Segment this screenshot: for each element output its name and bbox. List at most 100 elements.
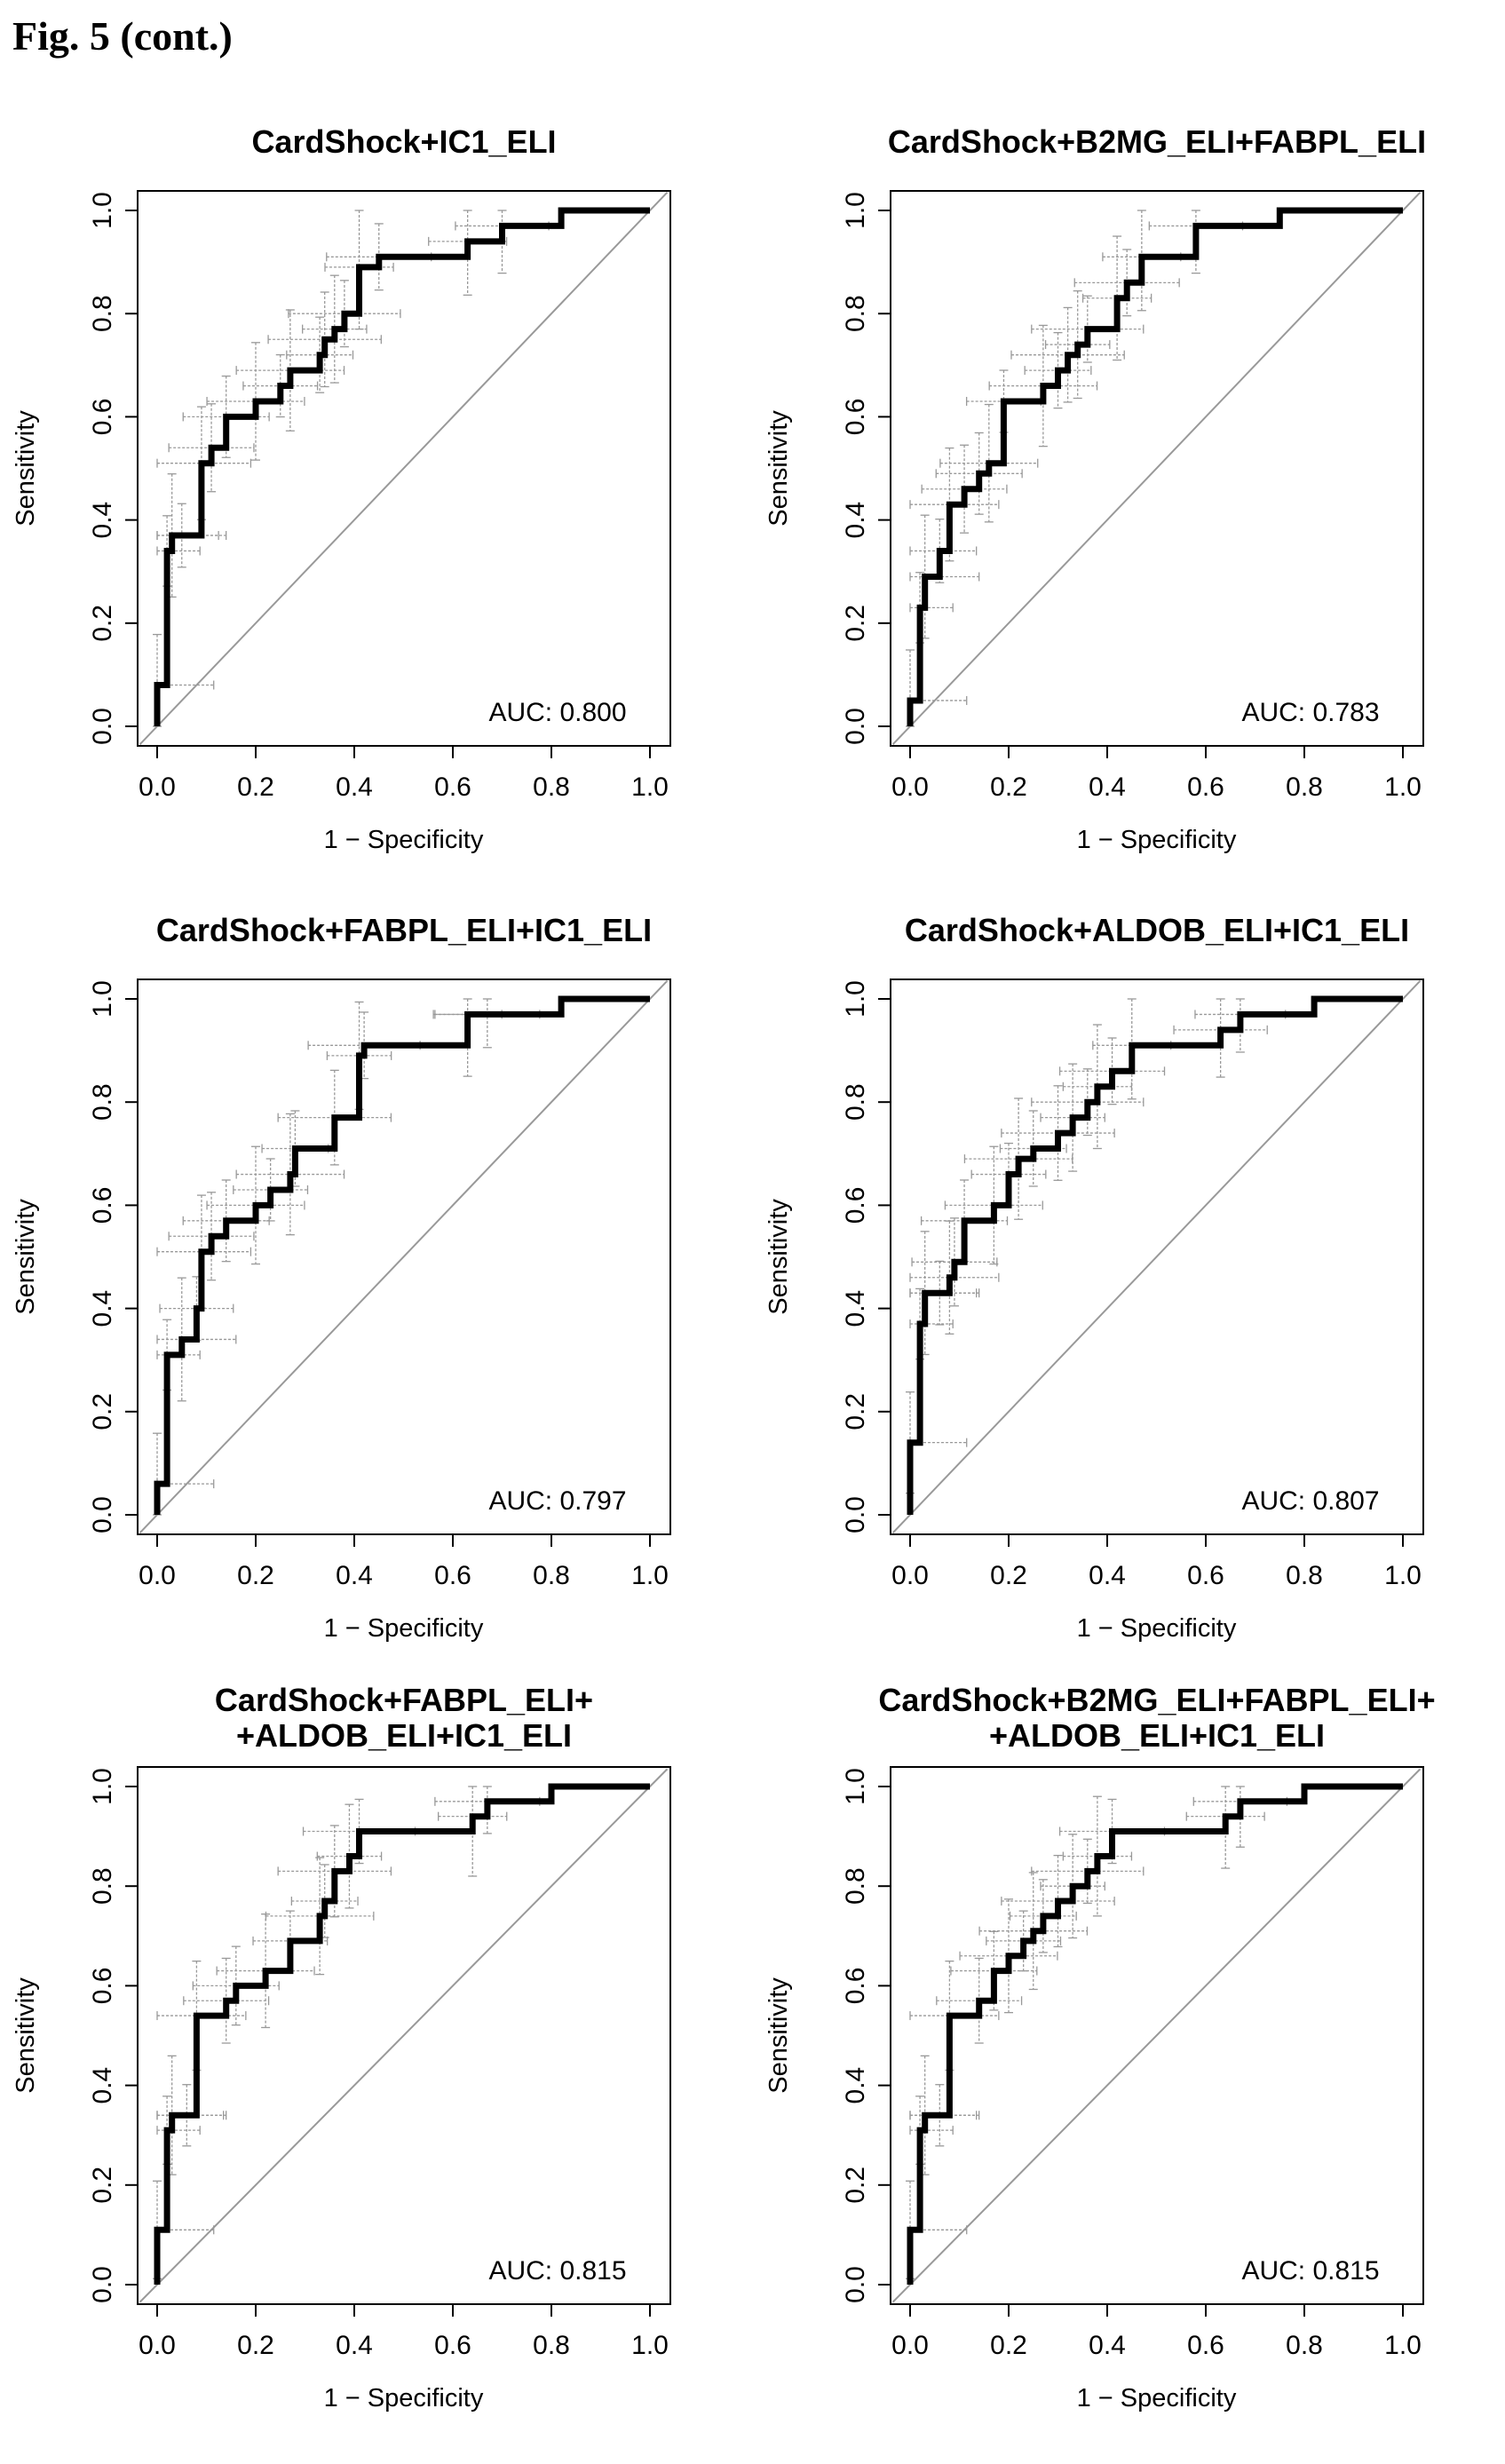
y-tick-label: 1.0	[841, 1768, 870, 1805]
roc-panel-6: CardShock+B2MG_ELI+FABPL_ELI+ +ALDOB_ELI+…	[753, 1674, 1505, 2464]
roc-curve	[154, 207, 650, 726]
roc-panel-4: CardShock+ALDOB_ELI+IC1_ELI AUC: 0.807 0.0…	[753, 904, 1505, 1694]
roc-chart-svg: CardShock+FABPL_ELI+IC1_ELI AUC: 0.797 0.0…	[12, 912, 671, 1643]
y-tick-label: 0.4	[88, 2067, 117, 2104]
x-tick-label: 0.4	[1089, 772, 1126, 802]
x-tick-label: 0.8	[1286, 2331, 1323, 2360]
y-tick-label: 0.2	[88, 605, 117, 642]
y-tick-label: 0.8	[88, 1083, 117, 1121]
y-axis-title: Sensitivity	[12, 1977, 40, 2094]
x-tick-label: 1.0	[631, 1561, 669, 1590]
y-tick-label: 0.2	[88, 1393, 117, 1430]
y-axis-title: Sensitivity	[764, 410, 793, 527]
chart-title: +ALDOB_ELI+IC1_ELI	[236, 1717, 572, 1754]
auc-label: AUC: 0.783	[1241, 698, 1379, 727]
y-tick-label: 0.6	[88, 1187, 117, 1224]
y-axis-title: Sensitivity	[12, 410, 40, 527]
x-tick-label: 0.2	[990, 2331, 1027, 2360]
x-tick-label: 0.2	[990, 1561, 1027, 1590]
chart-title: CardShock+FABPL_ELI+	[215, 1682, 593, 1718]
y-tick-label: 0.4	[841, 502, 870, 539]
x-tick-label: 0.0	[139, 2331, 176, 2360]
x-tick-label: 0.8	[533, 1561, 570, 1590]
figure-label: Fig. 5 (cont.)	[12, 13, 233, 59]
confidence-bars	[153, 1786, 541, 2279]
x-tick-label: 0.4	[336, 1561, 373, 1590]
confidence-bars	[906, 210, 1244, 727]
chart-title: +ALDOB_ELI+IC1_ELI	[989, 1717, 1325, 1754]
y-tick-label: 0.6	[841, 1187, 870, 1224]
x-tick-label: 0.4	[336, 772, 373, 802]
y-axis-title: Sensitivity	[764, 1977, 793, 2094]
diagonal-reference-line	[891, 979, 1422, 1534]
roc-chart-svg: CardShock+ALDOB_ELI+IC1_ELI AUC: 0.807 0.0…	[764, 912, 1424, 1643]
x-tick-label: 0.2	[990, 772, 1027, 802]
y-tick-label: 0.6	[841, 399, 870, 436]
x-tick-label: 0.0	[891, 1561, 929, 1590]
x-tick-label: 0.4	[336, 2331, 373, 2360]
x-tick-label: 0.6	[434, 1561, 471, 1590]
y-tick-label: 0.0	[841, 1496, 870, 1533]
y-tick-label: 0.4	[88, 502, 117, 539]
x-axis-title: 1 − Specificity	[1077, 1614, 1237, 1643]
y-tick-label: 0.2	[841, 605, 870, 642]
x-tick-label: 0.6	[1187, 1561, 1224, 1590]
y-tick-label: 0.8	[88, 1867, 117, 1905]
diagonal-reference-line	[139, 979, 669, 1534]
auc-label: AUC: 0.815	[488, 2256, 626, 2286]
y-tick-label: 0.0	[88, 2266, 117, 2303]
diagonal-reference-line	[891, 191, 1422, 746]
y-tick-label: 0.8	[841, 295, 870, 332]
x-axis-title: 1 − Specificity	[1077, 826, 1237, 854]
y-axis-title: Sensitivity	[764, 1199, 793, 1315]
roc-panel-2: CardShock+B2MG_ELI+FABPL_ELI AUC: 0.783 0.…	[753, 115, 1505, 906]
x-tick-label: 0.4	[1089, 1561, 1126, 1590]
roc-curve	[907, 207, 1403, 726]
y-tick-label: 1.0	[88, 192, 117, 229]
chart-title: CardShock+FABPL_ELI+IC1_ELI	[156, 912, 652, 948]
diagonal-reference-line	[891, 1768, 1422, 2303]
y-tick-label: 0.4	[841, 2067, 870, 2104]
x-axis-title: 1 − Specificity	[1077, 2384, 1237, 2413]
y-tick-label: 0.0	[841, 708, 870, 745]
confidence-bars	[153, 210, 550, 727]
x-tick-label: 0.2	[237, 772, 274, 802]
x-tick-label: 1.0	[631, 772, 669, 802]
x-tick-label: 0.6	[434, 2331, 471, 2360]
y-tick-label: 0.2	[841, 2167, 870, 2204]
y-tick-label: 0.6	[841, 1968, 870, 2005]
x-tick-label: 0.8	[533, 2331, 570, 2360]
x-tick-label: 0.6	[434, 772, 471, 802]
chart-title: CardShock+IC1_ELI	[251, 123, 556, 160]
x-tick-label: 0.8	[1286, 1561, 1323, 1590]
y-tick-label: 0.8	[88, 295, 117, 332]
roc-panel-5: CardShock+FABPL_ELI+ +ALDOB_ELI+IC1_ELI AU…	[0, 1674, 753, 2464]
diagonal-reference-line	[139, 191, 669, 746]
chart-title: CardShock+B2MG_ELI+FABPL_ELI+	[878, 1682, 1435, 1718]
roc-chart-svg: CardShock+B2MG_ELI+FABPL_ELI++ALDOB_ELI+…	[764, 1682, 1436, 2413]
x-tick-label: 0.2	[237, 2331, 274, 2360]
roc-chart-svg: CardShock+FABPL_ELI++ALDOB_ELI+IC1_ELI AU…	[12, 1682, 671, 2413]
x-tick-label: 1.0	[1384, 772, 1422, 802]
confidence-bars	[153, 998, 541, 1516]
x-tick-label: 0.6	[1187, 772, 1224, 802]
roc-chart-svg: CardShock+B2MG_ELI+FABPL_ELI AUC: 0.783 0.…	[764, 123, 1426, 854]
x-tick-label: 0.2	[237, 1561, 274, 1590]
x-tick-label: 0.8	[1286, 772, 1323, 802]
y-tick-label: 0.6	[88, 1968, 117, 2005]
x-axis-title: 1 − Specificity	[324, 2384, 484, 2413]
y-tick-label: 0.4	[841, 1290, 870, 1327]
roc-chart-svg: CardShock+IC1_ELI AUC: 0.800 0.0 0.2 0.4 0.6 0…	[12, 123, 671, 854]
x-tick-label: 0.0	[139, 1561, 176, 1590]
chart-title: CardShock+ALDOB_ELI+IC1_ELI	[905, 912, 1409, 948]
y-tick-label: 0.0	[88, 1496, 117, 1533]
x-tick-label: 1.0	[631, 2331, 669, 2360]
roc-panel-1: CardShock+IC1_ELI AUC: 0.800 0.0 0.2 0.4 0.6 0…	[0, 115, 753, 906]
roc-curve	[154, 1783, 650, 2285]
x-tick-label: 0.8	[533, 772, 570, 802]
y-tick-label: 0.4	[88, 1290, 117, 1327]
auc-label: AUC: 0.800	[488, 698, 626, 727]
x-axis-title: 1 − Specificity	[324, 826, 484, 854]
x-axis-title: 1 − Specificity	[324, 1614, 484, 1643]
y-axis-title: Sensitivity	[12, 1199, 40, 1315]
